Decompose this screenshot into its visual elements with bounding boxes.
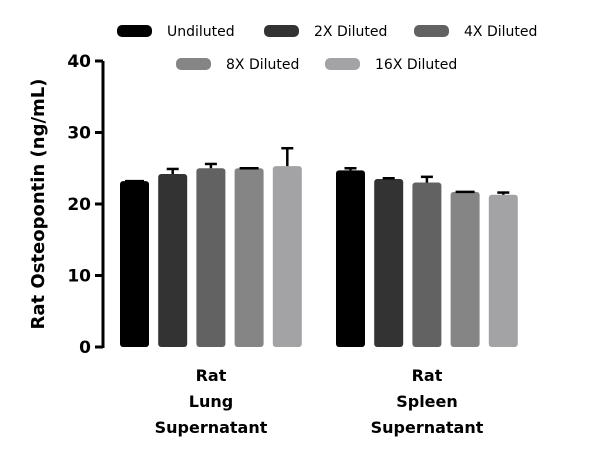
bar-16x-diluted: [488, 194, 518, 347]
bar-8x-diluted: [450, 191, 480, 347]
x-category-label: Spleen: [396, 392, 458, 411]
y-tick-label: 40: [67, 52, 91, 72]
bar-4x-diluted: [196, 168, 226, 347]
legend-swatch: [264, 25, 299, 37]
bar-16x-diluted: [272, 166, 302, 347]
y-tick-label: 10: [67, 267, 91, 287]
x-category-label: Rat: [412, 366, 443, 385]
legend-swatch: [414, 25, 449, 37]
y-axis-label: Rat Osteopontin (ng/mL): [28, 79, 49, 330]
legend-label: 2X Diluted: [314, 24, 387, 40]
legend-swatch: [325, 58, 360, 70]
legend-swatch: [176, 58, 211, 70]
legend-swatch: [117, 25, 152, 37]
x-category-label: Lung: [189, 392, 233, 411]
y-tick-label: 30: [67, 124, 91, 144]
y-tick-label: 20: [67, 195, 91, 215]
x-category-label: Rat: [196, 366, 227, 385]
bar-8x-diluted: [234, 168, 264, 347]
bar-undiluted: [120, 181, 149, 347]
x-category-label: Supernatant: [371, 418, 484, 437]
y-tick-label: 0: [79, 338, 91, 358]
x-category-label: Supernatant: [155, 418, 268, 437]
legend-label: 16X Diluted: [375, 57, 457, 73]
bar-2x-diluted: [374, 178, 404, 347]
bar-4x-diluted: [412, 182, 442, 347]
bar-undiluted: [336, 170, 365, 347]
legend-label: Undiluted: [167, 24, 235, 40]
legend-label: 8X Diluted: [226, 57, 299, 73]
legend-label: 4X Diluted: [464, 24, 537, 40]
bar-2x-diluted: [158, 173, 188, 347]
